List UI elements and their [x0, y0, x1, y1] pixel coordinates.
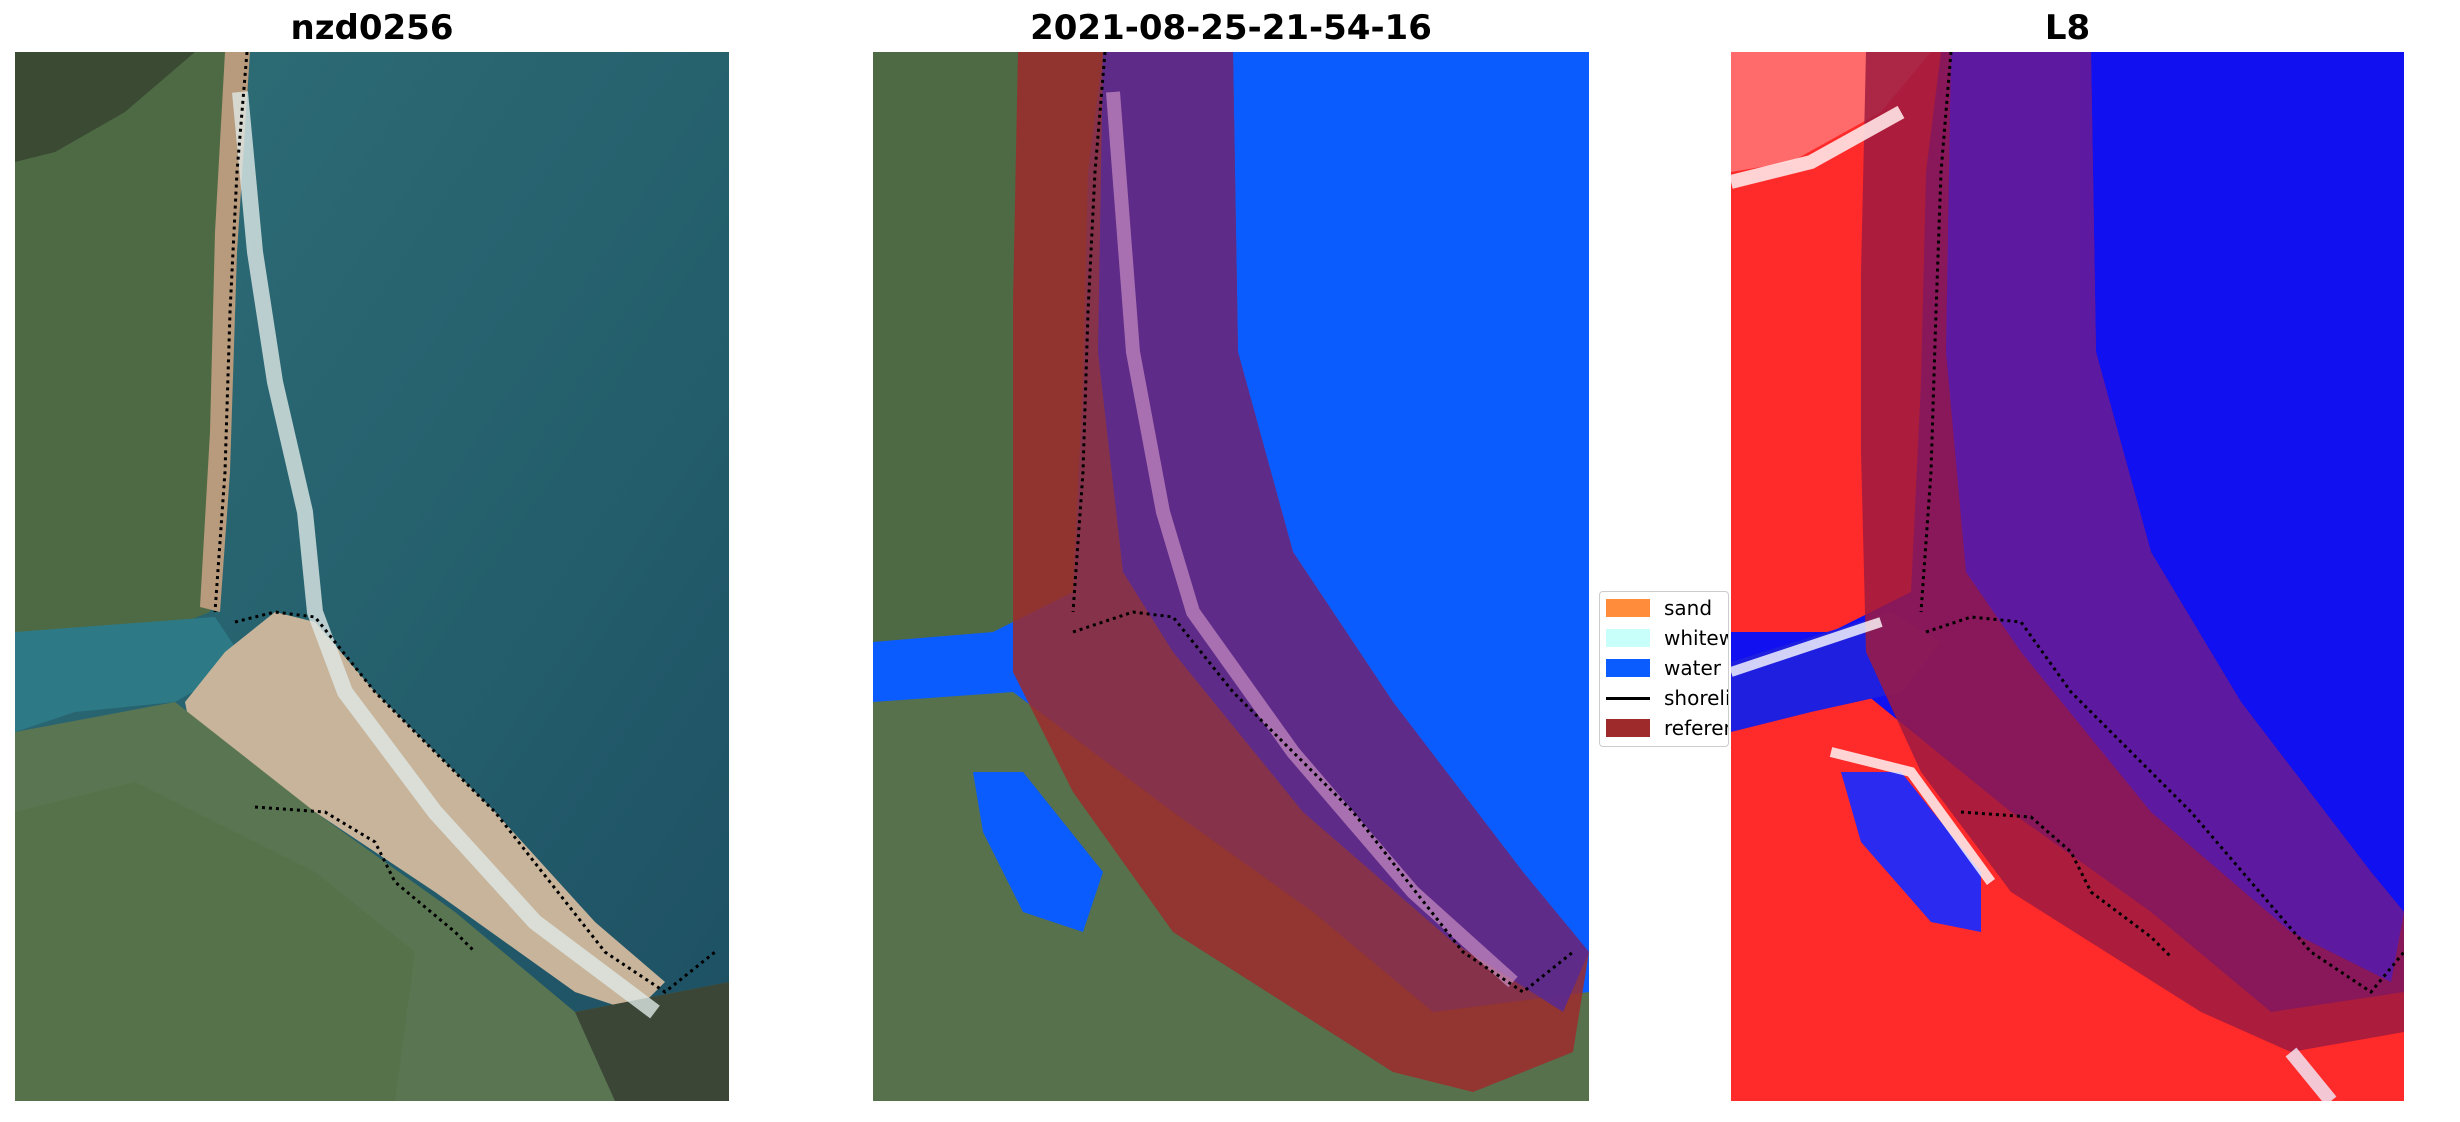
legend-item-shoreline: shoreline: [1606, 686, 1728, 710]
legend-label: shoreline: [1664, 686, 1728, 710]
legend-swatch-sand: [1606, 599, 1650, 617]
legend-swatch-reference: [1606, 719, 1650, 737]
index-panel: [1731, 52, 2404, 1101]
classification-panel: [873, 52, 1589, 1101]
classification-map: [873, 52, 1589, 1101]
legend-label: sand: [1664, 596, 1713, 620]
legend-swatch-water: [1606, 659, 1650, 677]
index-map: [1731, 52, 2404, 1101]
legend-item-reference: reference: [1606, 716, 1728, 740]
legend-label: water: [1664, 656, 1721, 680]
legend-item-water: water: [1606, 656, 1721, 680]
panel-title-index: L8: [2044, 8, 2091, 48]
rgb-image-panel: [15, 52, 729, 1101]
legend-swatch-whitewater: [1606, 629, 1650, 647]
rgb-satellite-image: [15, 52, 729, 1101]
panel-title-rgb: nzd0256: [290, 8, 454, 48]
legend-label: reference: [1664, 716, 1728, 740]
legend-line-shoreline: [1606, 696, 1650, 700]
panel-title-classification: 2021-08-25-21-54-16: [1030, 8, 1432, 48]
legend-item-sand: sand: [1606, 596, 1712, 620]
